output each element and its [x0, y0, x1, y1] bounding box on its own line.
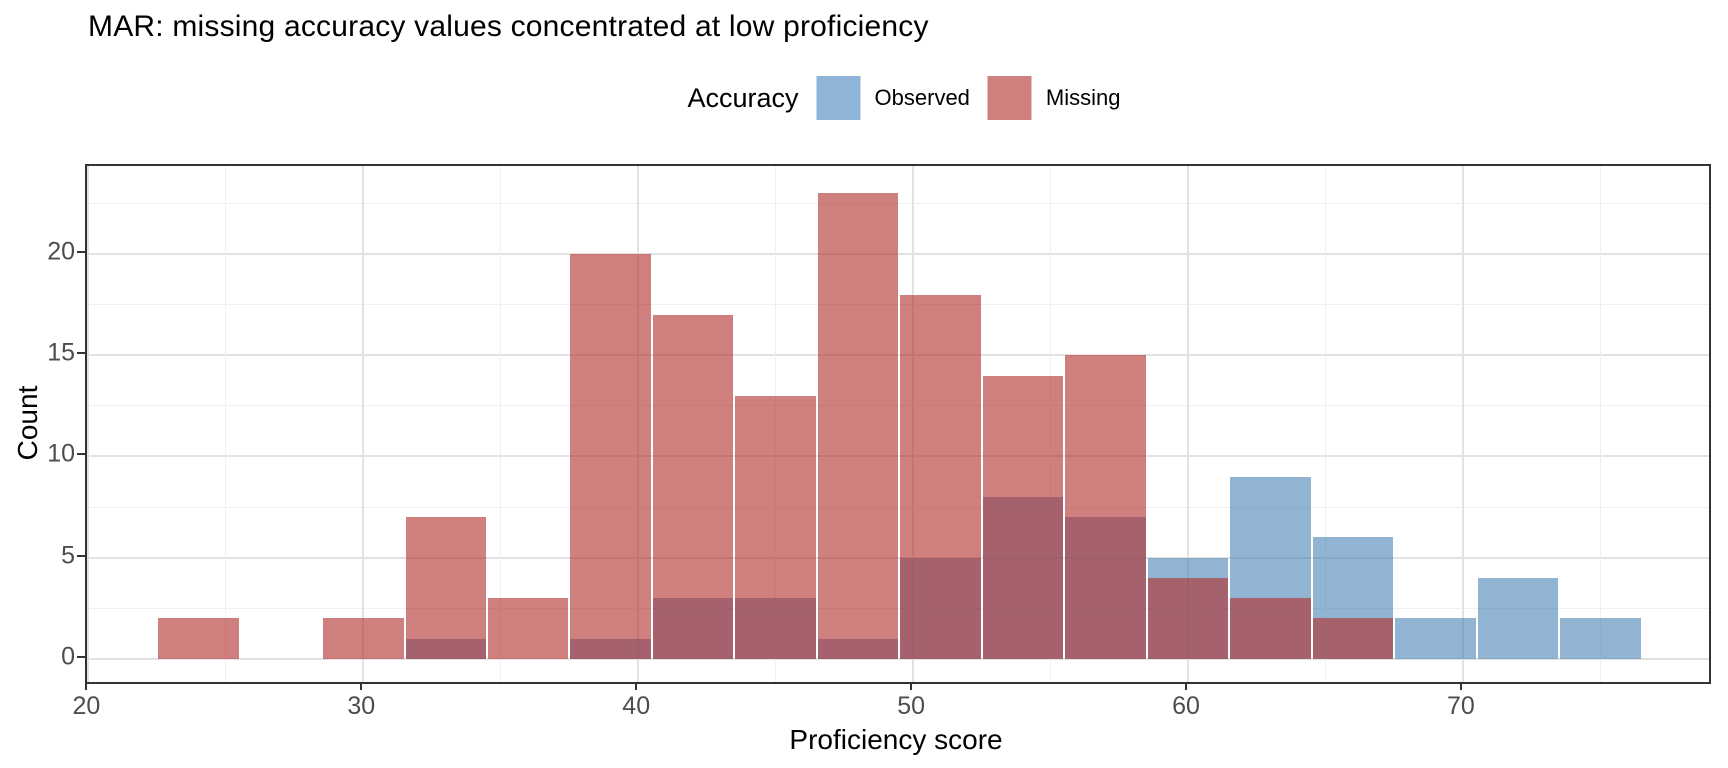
histogram-bar-missing [1147, 577, 1229, 659]
histogram-bar-missing [900, 294, 981, 659]
histogram-bar-missing [405, 517, 486, 659]
x-tick-label: 20 [72, 692, 101, 720]
histogram-bar-missing [1230, 598, 1311, 659]
histogram-bar-missing [652, 314, 734, 659]
legend-swatch-missing [987, 76, 1032, 120]
y-tick-mark [77, 453, 85, 456]
histogram-bar-observed [1560, 618, 1641, 659]
legend-label-missing: Missing [1045, 85, 1121, 110]
gridline-x-major [362, 166, 365, 682]
gridline-x-major [1461, 166, 1464, 682]
y-tick-label: 0 [61, 642, 75, 671]
legend-label-observed: Observed [874, 85, 970, 110]
histogram-bar-missing [1312, 618, 1394, 659]
y-tick-label: 5 [61, 541, 75, 570]
x-tick-label: 60 [1172, 692, 1200, 720]
x-tick-label: 70 [1447, 692, 1475, 720]
x-tick-label: 40 [622, 692, 651, 720]
histogram-bar-observed [1395, 618, 1476, 659]
x-tick-label: 50 [897, 692, 926, 720]
histogram-bar-missing [570, 254, 651, 659]
gridline-y-major [87, 657, 1709, 660]
chart-title: MAR: missing accuracy values concentrate… [88, 10, 929, 43]
gridline-x-minor [1599, 166, 1601, 682]
plot-panel [85, 164, 1711, 684]
y-tick-mark [77, 554, 85, 557]
y-tick-label: 20 [47, 237, 75, 266]
x-tick-mark [910, 682, 913, 690]
gridline-x-minor [1324, 166, 1326, 682]
y-tick-mark [77, 352, 85, 355]
histogram-bar-missing [323, 618, 404, 659]
histogram-bar-observed [1477, 577, 1559, 659]
y-tick-mark [77, 655, 85, 658]
legend: Accuracy Observed Missing [687, 74, 1121, 122]
histogram-bar-missing [158, 618, 239, 659]
x-tick-mark [1459, 682, 1462, 690]
y-axis-title: Count [12, 385, 43, 461]
histogram-bar-missing [982, 375, 1064, 659]
x-tick-label: 30 [347, 692, 376, 720]
legend-swatch-observed [816, 76, 861, 120]
histogram-bar-missing [1065, 355, 1146, 659]
x-tick-mark [635, 682, 638, 690]
y-tick-label: 15 [47, 338, 75, 367]
x-tick-mark [85, 682, 88, 690]
gridline-x-major [87, 166, 90, 682]
gridline-x-major [1187, 166, 1190, 682]
histogram-bar-missing [735, 395, 816, 659]
y-tick-mark [77, 251, 85, 254]
histogram-bar-missing [488, 598, 569, 659]
histogram-bar-missing [817, 193, 899, 659]
legend-title: Accuracy [687, 82, 799, 113]
y-tick-label: 10 [47, 439, 75, 468]
gridline-x-minor [225, 166, 227, 682]
x-tick-mark [1185, 682, 1188, 690]
x-axis-title: Proficiency score [789, 724, 1003, 755]
gridline-x-minor [500, 166, 502, 682]
x-tick-mark [360, 682, 363, 690]
